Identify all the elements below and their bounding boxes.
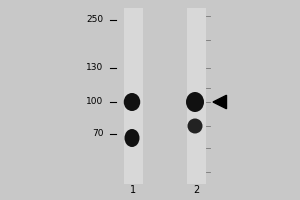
Text: 100: 100 — [86, 98, 103, 106]
Text: 250: 250 — [86, 16, 103, 24]
Ellipse shape — [186, 92, 204, 112]
Ellipse shape — [124, 129, 140, 147]
Text: 1: 1 — [130, 185, 136, 195]
Bar — [124, 8, 143, 184]
Text: 70: 70 — [92, 130, 103, 138]
Text: 130: 130 — [86, 64, 103, 72]
Ellipse shape — [124, 93, 140, 111]
Text: 2: 2 — [194, 185, 200, 195]
Ellipse shape — [188, 118, 202, 134]
Bar — [187, 8, 206, 184]
Polygon shape — [213, 95, 226, 109]
